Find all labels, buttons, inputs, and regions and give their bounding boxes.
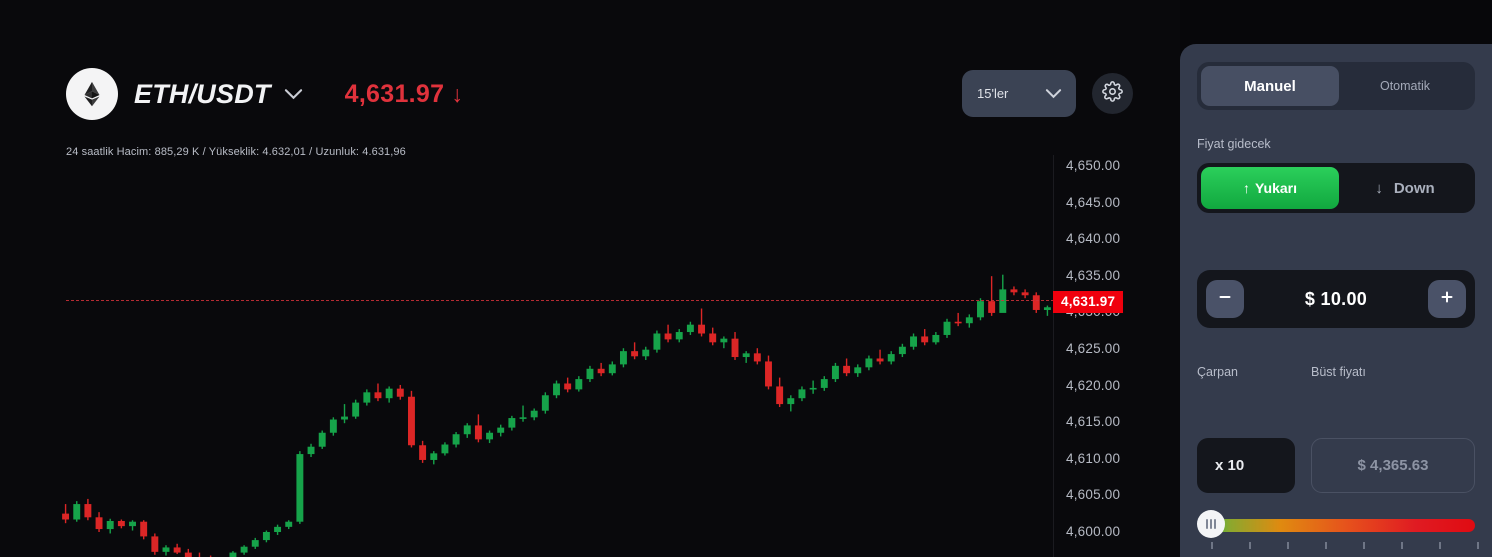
direction-label: Fiyat gidecek [1197, 137, 1271, 151]
price-axis-tick: 4,620.00 [1066, 377, 1121, 393]
slider-tick [1211, 542, 1213, 549]
direction-down-label: Down [1393, 179, 1435, 197]
amount-increment-button[interactable] [1428, 280, 1466, 318]
ethereum-icon [66, 68, 118, 120]
price-axis-tick: 4,605.00 [1066, 487, 1121, 503]
timeframe-selector[interactable]: 15'ler [962, 70, 1076, 117]
chevron-down-icon[interactable] [284, 88, 303, 100]
slider-tick [1401, 542, 1403, 549]
tab-manual[interactable]: Manuel [1201, 66, 1339, 106]
price-axis-tick: 4,600.00 [1066, 524, 1121, 539]
symbol-header: ETH/USDT 4,631.97 ↓ [66, 68, 463, 120]
price-axis: 4,650.004,645.004,640.004,635.004,630.00… [1053, 155, 1180, 557]
bust-price-label: Büst fiyatı [1311, 365, 1366, 379]
direction-toggle: ↑ Yukarı ↓ Down [1197, 163, 1475, 213]
multiplier-label: Çarpan [1197, 365, 1238, 379]
slider-tick [1363, 542, 1365, 549]
settings-button[interactable] [1092, 73, 1133, 114]
arrow-down-icon: ↓ [1375, 179, 1383, 197]
price-axis-tick: 4,625.00 [1066, 341, 1121, 356]
direction-up-label: Yukarı [1254, 180, 1298, 196]
current-price-line [66, 300, 1054, 301]
candlestick-series [62, 274, 1051, 557]
slider-tick [1477, 542, 1479, 549]
price-axis-tick: 4,645.00 [1066, 194, 1121, 210]
direction-up-button[interactable]: ↑ Yukarı [1201, 167, 1339, 209]
chart-area: ETH/USDT 4,631.97 ↓ 24 saatlik Hacim: 88… [62, 68, 1180, 557]
last-price: 4,631.97 [344, 79, 445, 108]
grip-line [1214, 519, 1217, 529]
amount-decrement-button[interactable] [1206, 280, 1244, 318]
risk-slider-track[interactable] [1205, 519, 1475, 532]
price-axis-tick: 4,650.00 [1066, 158, 1121, 173]
slider-tick [1325, 542, 1327, 549]
risk-slider[interactable] [1197, 510, 1475, 538]
chevron-down-icon [1045, 88, 1062, 99]
slider-tick [1439, 542, 1441, 549]
risk-slider-thumb[interactable] [1197, 510, 1225, 538]
current-price-badge: 4,631.97 [1053, 291, 1124, 313]
price-axis-tick: 4,610.00 [1066, 450, 1121, 466]
bust-price-value: $ 4,365.63 [1311, 438, 1475, 493]
slider-tick [1287, 542, 1289, 549]
market-stats: 24 saatlik Hacim: 885,29 K / Yükseklik: … [66, 146, 406, 158]
price-direction-icon: ↓ [451, 80, 463, 107]
amount-stepper: $ 10.00 [1197, 270, 1475, 328]
price-axis-tick: 4,615.00 [1066, 414, 1121, 430]
grip-line [1205, 519, 1208, 529]
slider-tick [1249, 542, 1251, 549]
amount-value[interactable]: $ 10.00 [1304, 288, 1368, 309]
price-axis-tick: 4,635.00 [1066, 267, 1121, 283]
plus-icon [1439, 289, 1455, 310]
price-axis-tick: 4,640.00 [1066, 231, 1121, 247]
mode-tabs: Manuel Otomatik [1197, 62, 1475, 110]
multiplier-value[interactable]: x 10 [1197, 438, 1295, 493]
gear-icon [1102, 80, 1123, 107]
arrow-up-icon: ↑ [1242, 180, 1250, 196]
symbol-pair: ETH/USDT [134, 78, 271, 109]
minus-icon [1217, 289, 1233, 310]
risk-slider-ticks [1197, 542, 1479, 549]
tab-automatic[interactable]: Otomatik [1379, 79, 1430, 93]
grip-line [1210, 519, 1212, 529]
timeframe-value: 15'ler [977, 86, 1009, 101]
direction-down-button[interactable]: ↓ Down [1339, 167, 1471, 209]
trade-panel: Manuel Otomatik Fiyat gidecek ↑ Yukarı ↓… [1180, 44, 1492, 557]
